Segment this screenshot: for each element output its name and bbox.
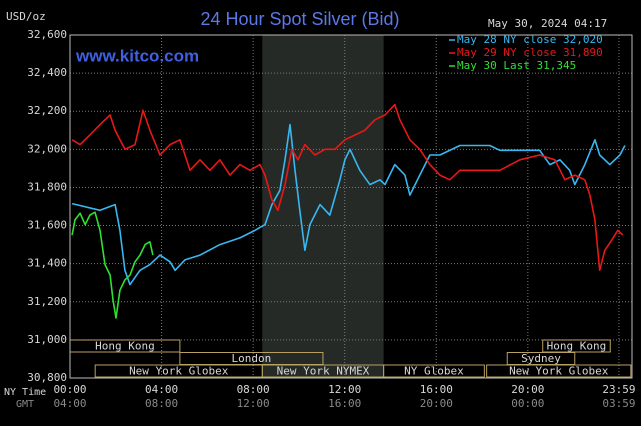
- series-line: [71, 123, 626, 286]
- session-label: Sydney: [521, 352, 561, 365]
- x2-tick-label: 16:00: [328, 397, 361, 410]
- x-tick-label: 00:00: [53, 383, 86, 396]
- series-line: [71, 103, 624, 272]
- timestamp: May 30, 2024 04:17: [488, 17, 607, 30]
- plot-frame: [69, 34, 633, 379]
- series-line: [71, 211, 154, 319]
- x-tick-label: 16:00: [420, 383, 453, 396]
- x2-tick-label: 12:00: [237, 397, 270, 410]
- x-tick-label: 20:00: [511, 383, 544, 396]
- x-row-label: NY Time: [4, 387, 46, 398]
- y-tick-label: 31,800: [27, 180, 67, 193]
- session-label: London: [232, 352, 272, 365]
- y-tick-label: 32,200: [27, 104, 67, 117]
- session-label: Hong Kong: [95, 340, 155, 353]
- chart-title: 24 Hour Spot Silver (Bid): [200, 9, 399, 29]
- unit-label: USD/oz: [6, 10, 46, 23]
- x2-row-label: GMT: [16, 399, 34, 410]
- session-label: Hong Kong: [547, 340, 607, 353]
- y-tick-label: 32,400: [27, 66, 67, 79]
- legend-entry: May 30 Last 31,345: [457, 59, 576, 72]
- x-tick-label: 12:00: [328, 383, 361, 396]
- y-tick-label: 31,200: [27, 295, 67, 308]
- x2-tick-label: 00:00: [511, 397, 544, 410]
- site-link: www.kitco.com: [75, 46, 199, 65]
- x2-tick-label: 20:00: [420, 397, 453, 410]
- y-tick-label: 31,000: [27, 333, 67, 346]
- y-tick-label: 32,000: [27, 142, 67, 155]
- y-tick-label: 30,800: [27, 371, 67, 384]
- x-tick-label: 23:59: [602, 383, 635, 396]
- x2-tick-label: 08:00: [145, 397, 178, 410]
- session-label: New York Globex: [129, 365, 229, 378]
- y-tick-label: 31,400: [27, 257, 67, 270]
- session-label: New York Globex: [509, 365, 609, 378]
- session-box: [383, 364, 485, 378]
- y-tick-label: 31,600: [27, 219, 67, 232]
- x-tick-label: 04:00: [145, 383, 178, 396]
- shade-region: [262, 35, 384, 378]
- y-tick-label: 32,600: [27, 28, 67, 41]
- legend-entry: May 29 NY close 31,890: [457, 46, 603, 59]
- x2-tick-label: 04:00: [53, 397, 86, 410]
- x2-tick-label: 03:59: [602, 397, 635, 410]
- session-label: NY Globex: [404, 365, 464, 378]
- x-tick-label: 08:00: [237, 383, 270, 396]
- session-box: [486, 364, 632, 378]
- session-label: New York NYMEX: [277, 365, 370, 378]
- legend-entry: May 28 NY close 32,020: [457, 33, 603, 46]
- session-box: [542, 339, 611, 353]
